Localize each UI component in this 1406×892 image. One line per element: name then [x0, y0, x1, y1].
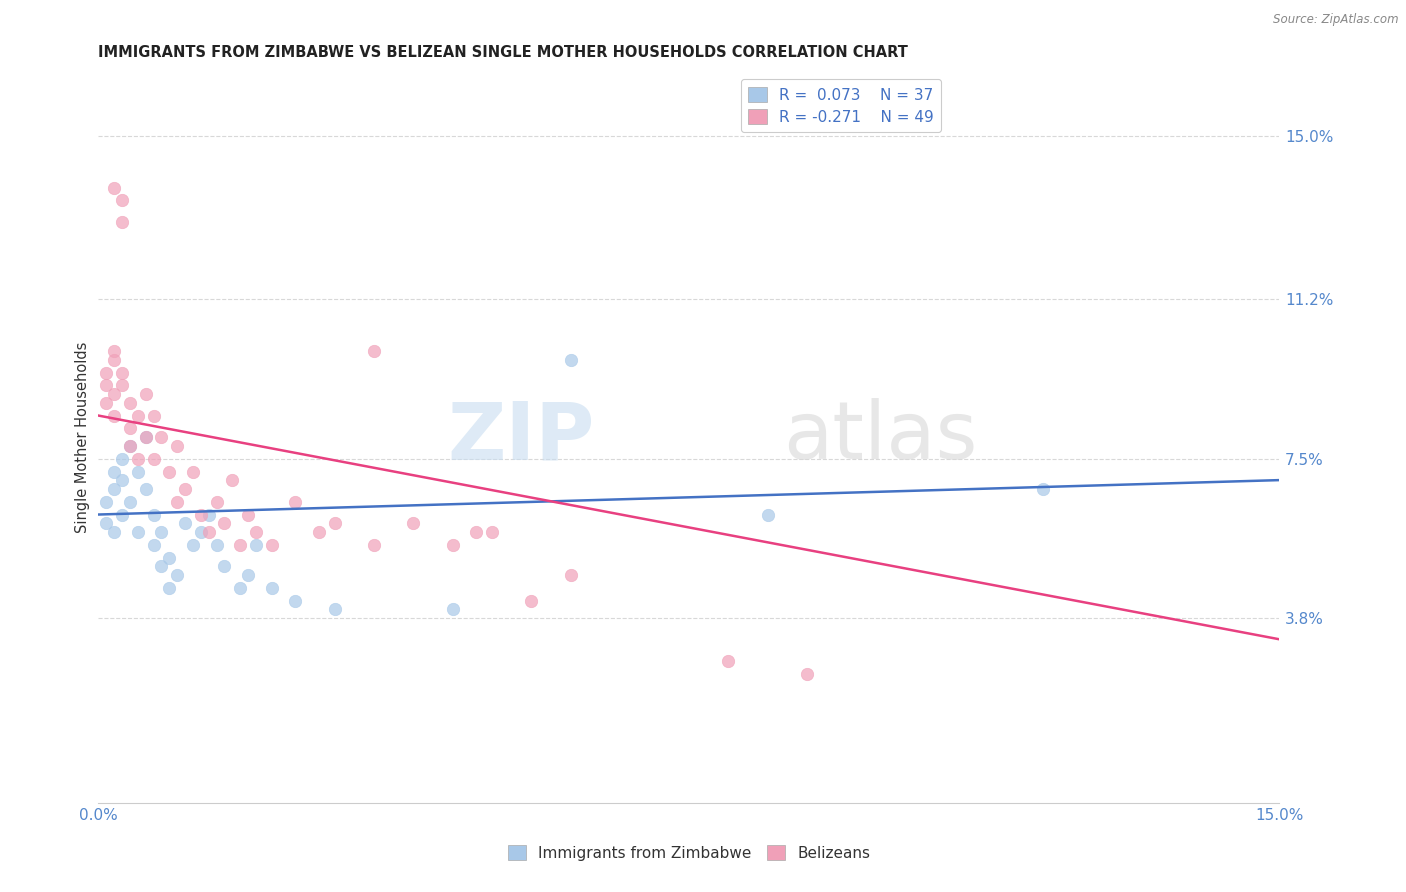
- Point: [214, 559, 236, 574]
- Point: [236, 508, 259, 522]
- Point: [465, 524, 488, 539]
- Point: [96, 378, 118, 392]
- Point: [142, 451, 165, 466]
- Point: [135, 430, 157, 444]
- Point: [111, 215, 134, 229]
- Point: [150, 559, 173, 574]
- Point: [197, 524, 219, 539]
- Point: [323, 602, 346, 616]
- Point: [181, 538, 204, 552]
- Point: [214, 516, 236, 530]
- Point: [441, 602, 464, 616]
- Point: [127, 451, 149, 466]
- Point: [150, 430, 173, 444]
- Point: [363, 344, 385, 359]
- Point: [111, 194, 134, 208]
- Point: [363, 538, 385, 552]
- Point: [127, 524, 149, 539]
- Point: [103, 352, 125, 367]
- Point: [221, 473, 243, 487]
- Text: IMMIGRANTS FROM ZIMBABWE VS BELIZEAN SINGLE MOTHER HOUSEHOLDS CORRELATION CHART: IMMIGRANTS FROM ZIMBABWE VS BELIZEAN SIN…: [98, 45, 908, 61]
- Point: [245, 538, 267, 552]
- Point: [284, 494, 307, 508]
- Y-axis label: Single Mother Households: Single Mother Households: [75, 342, 90, 533]
- Point: [111, 508, 134, 522]
- Point: [103, 482, 125, 496]
- Point: [284, 593, 307, 607]
- Point: [111, 451, 134, 466]
- Point: [96, 516, 118, 530]
- Point: [142, 508, 165, 522]
- Point: [96, 366, 118, 380]
- Point: [229, 538, 252, 552]
- Point: [560, 567, 582, 582]
- Point: [111, 366, 134, 380]
- Legend: Immigrants from Zimbabwe, Belizeans: Immigrants from Zimbabwe, Belizeans: [501, 837, 877, 868]
- Point: [157, 550, 180, 565]
- Point: [118, 421, 141, 435]
- Point: [190, 524, 212, 539]
- Point: [236, 567, 259, 582]
- Point: [103, 344, 125, 359]
- Point: [308, 524, 330, 539]
- Point: [96, 494, 118, 508]
- Point: [756, 508, 779, 522]
- Point: [260, 581, 283, 595]
- Point: [181, 465, 204, 479]
- Point: [166, 567, 188, 582]
- Point: [166, 439, 188, 453]
- Point: [127, 465, 149, 479]
- Point: [118, 494, 141, 508]
- Point: [103, 180, 125, 194]
- Point: [229, 581, 252, 595]
- Point: [520, 593, 543, 607]
- Text: ZIP: ZIP: [447, 398, 595, 476]
- Point: [174, 482, 197, 496]
- Text: Source: ZipAtlas.com: Source: ZipAtlas.com: [1274, 13, 1399, 27]
- Point: [96, 395, 118, 409]
- Point: [135, 482, 157, 496]
- Point: [166, 494, 188, 508]
- Point: [560, 352, 582, 367]
- Point: [205, 494, 228, 508]
- Point: [441, 538, 464, 552]
- Point: [717, 654, 740, 668]
- Point: [135, 430, 157, 444]
- Point: [127, 409, 149, 423]
- Point: [190, 508, 212, 522]
- Text: atlas: atlas: [783, 398, 977, 476]
- Point: [142, 409, 165, 423]
- Point: [118, 439, 141, 453]
- Point: [796, 666, 818, 681]
- Point: [245, 524, 267, 539]
- Point: [323, 516, 346, 530]
- Point: [135, 387, 157, 401]
- Point: [174, 516, 197, 530]
- Point: [205, 538, 228, 552]
- Point: [157, 465, 180, 479]
- Point: [103, 387, 125, 401]
- Point: [157, 581, 180, 595]
- Point: [142, 538, 165, 552]
- Point: [103, 524, 125, 539]
- Point: [481, 524, 503, 539]
- Point: [197, 508, 219, 522]
- Point: [118, 395, 141, 409]
- Point: [103, 465, 125, 479]
- Point: [111, 378, 134, 392]
- Point: [260, 538, 283, 552]
- Point: [402, 516, 425, 530]
- Point: [111, 473, 134, 487]
- Point: [150, 524, 173, 539]
- Point: [118, 439, 141, 453]
- Point: [1032, 482, 1054, 496]
- Point: [103, 409, 125, 423]
